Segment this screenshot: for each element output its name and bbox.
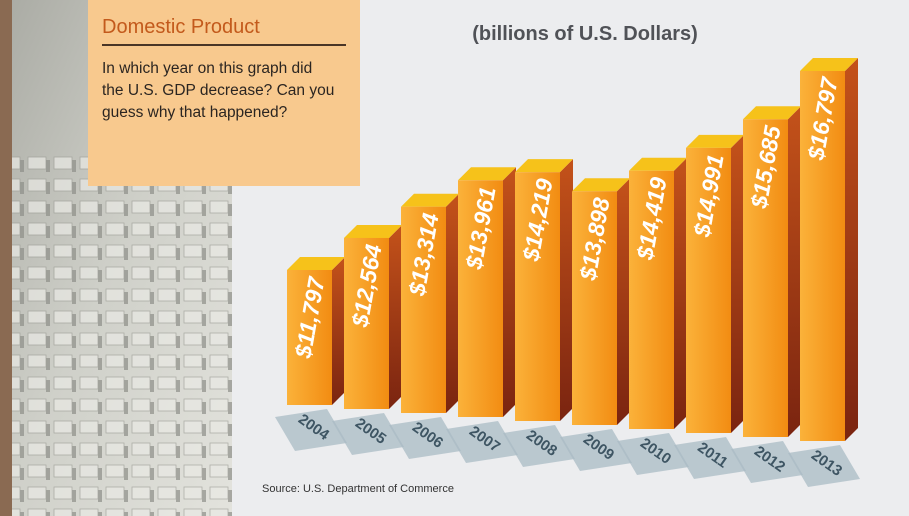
bar (800, 58, 858, 441)
bar-front (515, 172, 560, 421)
bar-side (788, 106, 801, 437)
floor-tile (275, 409, 347, 451)
bar-side (617, 178, 630, 425)
floor-tile (560, 429, 632, 471)
bar-top (686, 134, 744, 148)
bar-top (800, 58, 858, 71)
bar (344, 224, 402, 409)
bar-side (332, 257, 345, 405)
bar-top (629, 157, 687, 171)
bar-top (743, 106, 801, 120)
question: In which year on this graph did the U.S.… (102, 60, 335, 121)
bar (686, 134, 744, 433)
floor-tile (503, 425, 575, 467)
bar-front (572, 191, 617, 425)
floor-tile (389, 417, 461, 459)
bar (572, 178, 630, 425)
floor-tile (332, 413, 404, 455)
bar (515, 159, 573, 421)
bar (401, 193, 459, 413)
bar-front (344, 237, 389, 409)
bar (458, 167, 516, 417)
floor-tile (446, 421, 518, 463)
bar-front (800, 71, 845, 441)
bar-front (458, 180, 503, 417)
floor-tile (617, 433, 689, 475)
bar-top (401, 193, 459, 207)
bar-side (731, 134, 744, 433)
bar-front (629, 170, 674, 430)
bar-side (845, 58, 858, 441)
bar (287, 257, 345, 405)
side-strip (0, 0, 12, 516)
floor-tile (674, 437, 746, 479)
bar-side (674, 157, 687, 430)
bar (743, 106, 801, 437)
bar-top (572, 178, 630, 192)
bar-side (389, 224, 402, 409)
bar (629, 157, 687, 430)
floor-tile (731, 441, 803, 483)
bar-side (446, 193, 459, 413)
bar-front (686, 147, 731, 433)
bar-top (515, 159, 573, 173)
bar-side (560, 159, 573, 421)
bar-front (401, 206, 446, 413)
source: Source: U.S. Department of Commerce (262, 483, 454, 495)
bar-side (503, 167, 516, 417)
bar-top (287, 257, 345, 270)
bar-front (743, 119, 788, 437)
box-title: Domestic Product (102, 16, 260, 38)
bar-front (287, 270, 332, 405)
rule (102, 44, 346, 46)
question-box: Domestic Product In which year on this g… (88, 0, 360, 186)
bar-top (344, 224, 402, 238)
bar-top (458, 167, 516, 181)
chart-subtitle: (billions of U.S. Dollars) (472, 23, 698, 45)
floor-tile (788, 445, 860, 487)
money-stacks (0, 150, 232, 516)
